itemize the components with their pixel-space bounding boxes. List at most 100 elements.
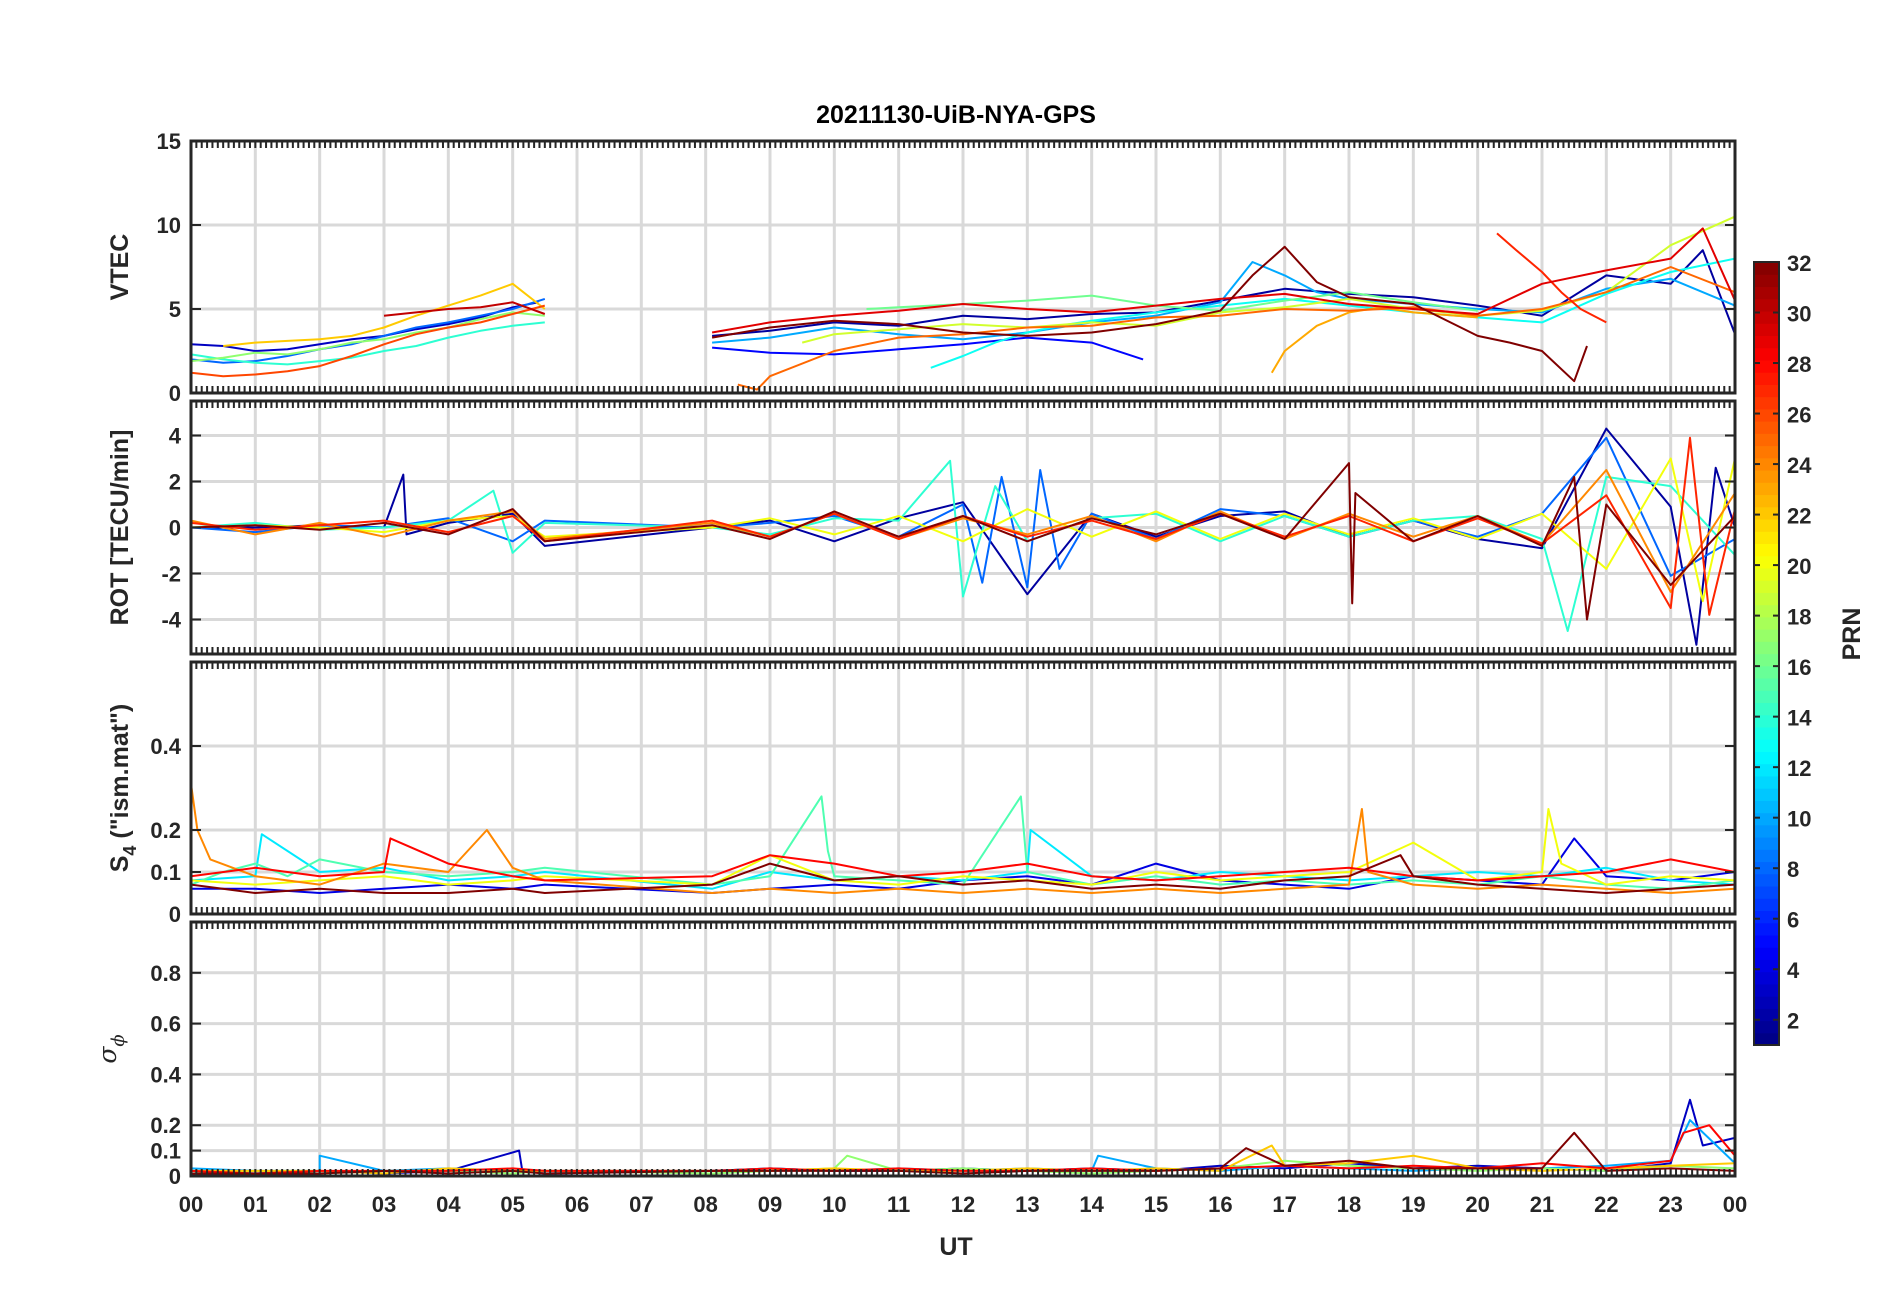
y-axis-label-vtec: VTEC: [106, 234, 134, 301]
y-axis-label-rot: ROT [TECU/min]: [106, 430, 134, 626]
x-tick-label: 00: [1723, 1192, 1747, 1217]
series-group-vtec: [191, 215, 1735, 391]
panel-sigma: 00.10.2 0.4 0.6 0.8 σϕ: [93, 920, 1737, 1189]
colorbar-segment: [1754, 580, 1779, 593]
colorbar-tick-label: 8: [1787, 857, 1799, 882]
colorbar-segment: [1754, 873, 1779, 887]
series-line-prn-32: [191, 854, 1735, 894]
panel-vtec: 0 5 10 15 VTEC: [106, 129, 1737, 406]
series-line-prn-2: [191, 427, 1735, 646]
x-tick-label: 02: [307, 1192, 331, 1217]
x-tick-label: 10: [822, 1192, 846, 1217]
series-line-prn-29: [711, 227, 1735, 334]
colorbar-segment: [1754, 604, 1779, 618]
grid-rot: [191, 401, 1735, 654]
colorbar-segment: [1754, 726, 1779, 740]
series-line-prn-5: [712, 336, 1144, 361]
series-line-prn-32: [711, 245, 1588, 383]
colorbar-tick-label: 14: [1787, 706, 1812, 731]
colorbar-segment: [1754, 629, 1779, 642]
colorbar-segment: [1754, 433, 1779, 447]
colorbar-segment: [1754, 861, 1779, 875]
colorbar-segment: [1754, 922, 1779, 936]
x-tick-label: 19: [1401, 1192, 1425, 1217]
y-tick-label: 0: [169, 902, 181, 927]
y-tick-label: 0.1: [150, 860, 181, 885]
x-tick-label: 21: [1530, 1192, 1554, 1217]
colorbar-tick-label: 24: [1787, 453, 1812, 478]
y-tick-label: 5: [169, 297, 181, 322]
y-axis-label-sigma: σϕ: [93, 1034, 129, 1063]
colorbar-segment: [1754, 1020, 1779, 1034]
series-line-prn-24: [191, 783, 1735, 894]
x-tick-label: 20: [1465, 1192, 1489, 1217]
colorbar-segment: [1754, 286, 1779, 300]
colorbar-segment: [1754, 1008, 1779, 1022]
colorbar-tick-label: 22: [1787, 504, 1811, 529]
x-tick-label: 01: [243, 1192, 267, 1217]
y-tick-label: 0.8: [150, 961, 181, 986]
x-tick-label: 05: [500, 1192, 524, 1217]
colorbar-segment: [1754, 812, 1779, 826]
series-line-prn-23: [1270, 306, 1478, 374]
colorbar-segment: [1754, 592, 1779, 606]
series-line-prn-28: [191, 837, 1735, 882]
colorbar-segment: [1754, 298, 1779, 312]
colorbar-segment: [1754, 531, 1779, 544]
colorbar-segment: [1754, 335, 1779, 349]
colorbar-tick-label: 32: [1787, 251, 1811, 276]
colorbar-segment: [1754, 849, 1779, 863]
series-line-prn-13: [930, 257, 1735, 369]
colorbar-segment: [1754, 837, 1779, 850]
colorbar-segment: [1754, 959, 1779, 973]
series-line-prn-10: [712, 261, 1735, 344]
series-line-prn-14: [191, 321, 545, 366]
colorbar-segment: [1754, 996, 1779, 1009]
colorbar-segment: [1754, 384, 1779, 398]
colorbar-segment: [1754, 653, 1779, 667]
colorbar-segment: [1754, 983, 1779, 997]
panel-s4: 0 0.1 0.2 0.4 S4 ("ism.mat"): [106, 660, 1737, 927]
minor-ticks-rot: [195, 401, 1731, 654]
colorbar-segment: [1754, 323, 1779, 337]
colorbar-segment: [1754, 788, 1779, 801]
colorbar-segment: [1754, 641, 1779, 655]
colorbar-segment: [1754, 751, 1779, 765]
colorbar-segment: [1754, 543, 1779, 557]
colorbar-tick-label: 28: [1787, 352, 1811, 377]
colorbar-tick-label: 18: [1787, 605, 1811, 630]
colorbar-segment: [1754, 347, 1779, 361]
colorbar-segment: [1754, 714, 1779, 728]
colorbar-segment: [1754, 739, 1779, 752]
colorbar-tick-label: 10: [1787, 807, 1811, 832]
colorbar-frame: [1753, 261, 1780, 1046]
y-tick-label: 4: [169, 424, 182, 449]
colorbar-segment: [1754, 555, 1779, 569]
colorbar-segment: [1754, 910, 1779, 924]
colorbar-segment: [1754, 763, 1779, 777]
colorbar-segment: [1754, 445, 1779, 459]
y-tick-label: 0.2: [150, 818, 181, 843]
colorbar-segment: [1754, 690, 1779, 704]
colorbar-segment: [1754, 677, 1779, 691]
series-group-s4: [191, 783, 1735, 894]
colorbar-segment: [1754, 885, 1779, 899]
figure-title: 20211130-UiB-NYA-GPS: [816, 101, 1096, 129]
colorbar-segment: [1754, 274, 1779, 288]
colorbar-segment: [1754, 665, 1779, 679]
x-tick-label: 22: [1594, 1192, 1618, 1217]
x-tick-label: 16: [1208, 1192, 1232, 1217]
colorbar-segment: [1754, 372, 1779, 385]
y-tick-label: 10: [157, 213, 181, 238]
y-tick-label: 0.4: [150, 734, 181, 759]
colorbar-label: PRN: [1838, 608, 1866, 661]
x-tick-label: 06: [565, 1192, 589, 1217]
colorbar-segment: [1754, 494, 1779, 508]
colorbar-segment: [1754, 469, 1779, 483]
x-tick-label: 07: [629, 1192, 653, 1217]
series-line-prn-12: [191, 829, 1735, 890]
